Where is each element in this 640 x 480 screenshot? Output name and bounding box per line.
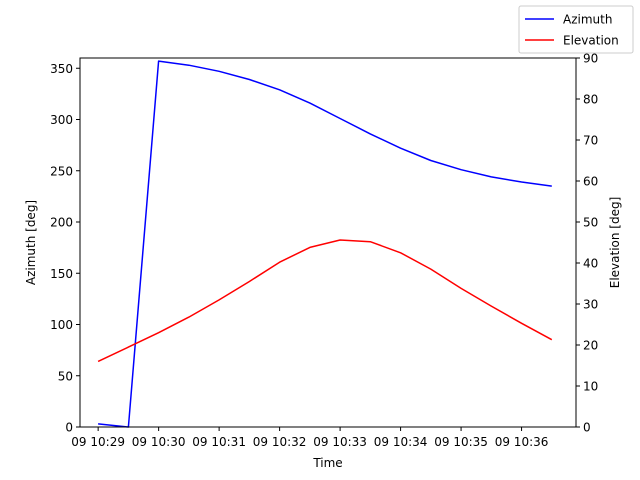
x-tick-label: 09 10:29 (71, 435, 125, 449)
legend-label-elevation: Elevation (563, 34, 619, 48)
x-tick-label: 09 10:36 (495, 435, 549, 449)
y-tick-label-left: 150 (50, 267, 73, 281)
y-tick-label-left: 300 (50, 113, 73, 127)
y-tick-label-left: 50 (58, 369, 73, 383)
legend: Azimuth Elevation (518, 5, 634, 54)
series-line-azimuth (98, 60, 552, 428)
y-tick-label-right: 60 (583, 175, 598, 189)
series-line-elevation (97, 239, 553, 363)
ticks-layer: 09 10:29 09 10:30 09 10:31 09 10:32 09 10:33… (50, 52, 598, 450)
x-tick-label: 09 10:33 (313, 435, 367, 449)
legend-label-azimuth: Azimuth (563, 13, 612, 27)
series-layer (97, 60, 553, 428)
plot-frame (79, 57, 577, 428)
x-tick-label: 09 10:30 (132, 435, 186, 449)
y-tick-label-right: 20 (583, 339, 598, 353)
y-tick-label-right: 50 (583, 216, 598, 230)
x-tick-label: 09 10:32 (253, 435, 307, 449)
y-tick-label-right: 40 (583, 257, 598, 271)
y-axis-label-right: Elevation [deg] (608, 197, 622, 289)
y-tick-label-left: 350 (50, 62, 73, 76)
x-tick-label: 09 10:35 (434, 435, 488, 449)
y-tick-label-right: 0 (583, 421, 591, 435)
y-tick-label-right: 10 (583, 380, 598, 394)
x-tick-label: 09 10:34 (374, 435, 428, 449)
legend-box (518, 5, 634, 54)
y-tick-label-right: 80 (583, 93, 598, 107)
x-tick-label: 09 10:31 (192, 435, 246, 449)
y-tick-label-left: 200 (50, 216, 73, 230)
y-tick-label-right: 70 (583, 134, 598, 148)
y-tick-label-left: 250 (50, 164, 73, 178)
y-tick-label-left: 100 (50, 318, 73, 332)
y-tick-label-right: 90 (583, 52, 598, 66)
y-tick-label-right: 30 (583, 298, 598, 312)
y-axis-label-left: Azimuth [deg] (24, 200, 38, 285)
y-tick-label-left: 0 (65, 421, 73, 435)
x-axis-label: Time (312, 456, 342, 470)
